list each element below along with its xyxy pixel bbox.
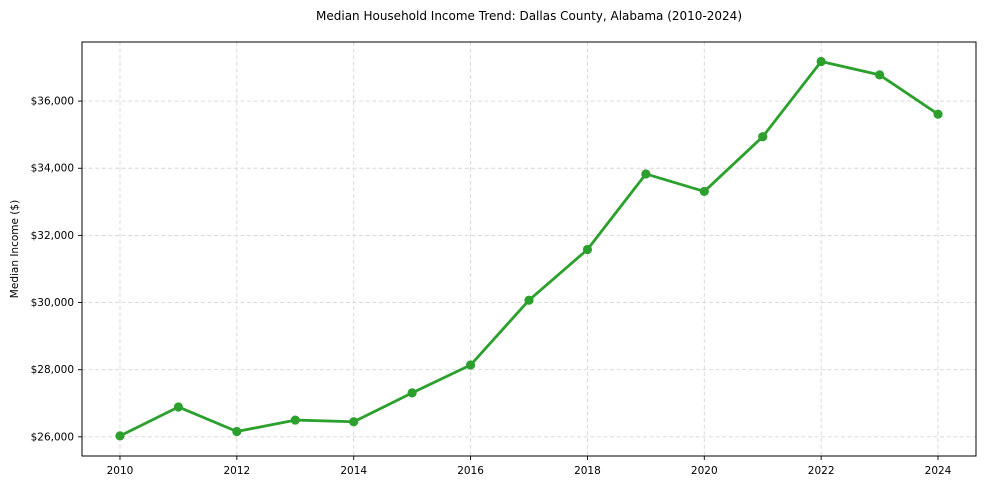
x-tick-label: 2020	[691, 465, 718, 477]
data-point-2011	[173, 402, 184, 412]
x-tick-label: 2022	[808, 465, 835, 477]
data-point-2018	[582, 244, 593, 255]
data-point-2020	[699, 186, 709, 197]
y-tick-label: $30,000	[31, 297, 74, 309]
chart-title: Median Household Income Trend: Dallas Co…	[316, 9, 742, 23]
plot-border	[81, 41, 977, 457]
y-tick-label: $28,000	[31, 364, 74, 376]
data-point-2012	[232, 426, 242, 437]
x-tick-label: 2010	[107, 465, 134, 477]
trend-line	[118, 60, 940, 438]
data-point-2023	[874, 70, 885, 80]
data-point-2015	[407, 388, 417, 398]
data-point-2024	[933, 109, 943, 119]
x-tick-label: 2024	[925, 465, 952, 477]
y-tick-label: $36,000	[31, 96, 74, 108]
x-tick-label: 2012	[223, 465, 250, 477]
data-point-2022	[816, 56, 826, 67]
y-tick-label: $32,000	[31, 230, 74, 242]
data-point-2021	[758, 132, 768, 142]
data-point-2019	[641, 169, 651, 179]
x-tick-label: 2018	[574, 465, 601, 477]
data-point-2016	[465, 360, 476, 370]
data-point-2013	[290, 415, 300, 425]
x-tick-label: 2016	[457, 465, 484, 477]
data-point-2017	[524, 295, 534, 305]
x-tick-label: 2014	[340, 465, 367, 477]
y-tick-label: $26,000	[31, 431, 74, 443]
y-tick-label: $34,000	[31, 163, 74, 175]
data-point-2014	[349, 417, 359, 427]
data-point-2010	[115, 431, 125, 441]
